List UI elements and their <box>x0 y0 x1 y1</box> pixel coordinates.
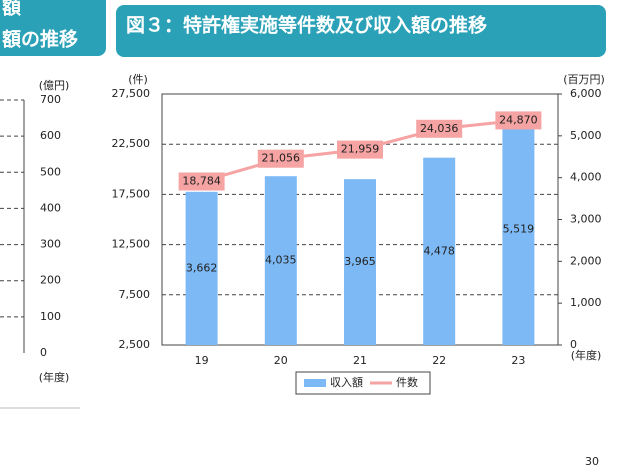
x-tick-label: 23 <box>511 354 525 367</box>
y2-tick-label: 2,000 <box>570 254 602 267</box>
y2-tick-label: 5,000 <box>570 129 602 142</box>
left-y-tick-label: 400 <box>40 201 61 214</box>
y2-tick-label: 0 <box>570 338 577 351</box>
line-value-label: 24,036 <box>420 122 459 135</box>
y2-tick-label: 4,000 <box>570 171 602 184</box>
bar-value-label: 5,519 <box>503 223 535 236</box>
line-value-label: 18,784 <box>182 175 221 188</box>
left-y-tick-label: 200 <box>40 274 61 287</box>
bar-value-label: 3,965 <box>344 255 376 268</box>
x-label: (年度) <box>571 348 602 362</box>
legend-box <box>295 371 431 395</box>
x-tick-label: 21 <box>353 354 367 367</box>
left-x-label: (年度) <box>39 370 70 384</box>
x-tick-label: 22 <box>432 354 446 367</box>
value-label-box <box>337 140 383 159</box>
value-label-box <box>257 149 304 168</box>
y-tick-label: 22,500 <box>112 137 151 150</box>
value-label-box <box>416 119 463 138</box>
value-label-box <box>495 111 542 130</box>
bar-value-label: 4,035 <box>265 254 297 267</box>
bar <box>502 114 535 346</box>
bar-value-label: 3,662 <box>186 261 218 274</box>
legend-label: 収入額 <box>330 376 363 389</box>
bar <box>264 176 297 345</box>
y2-tick-label: 6,000 <box>570 87 602 100</box>
line-value-label: 21,959 <box>341 143 380 156</box>
y-label: (件) <box>128 73 148 86</box>
left-y-tick-label: 600 <box>40 129 61 142</box>
left-y-tick-label: 0 <box>40 346 47 359</box>
chart-title: 図３：特許権実施等件数及び収入額の推移 <box>126 14 487 37</box>
bar-value-label: 4,478 <box>423 244 455 257</box>
title-box <box>116 5 606 57</box>
x-tick-label: 19 <box>195 354 209 367</box>
bar <box>423 157 456 345</box>
left-y-tick-label: 700 <box>40 93 61 106</box>
x-tick-label: 20 <box>274 354 288 367</box>
left-y-tick-label: 100 <box>40 310 61 323</box>
y-tick-label: 27,500 <box>112 87 151 100</box>
left-title-box <box>0 0 106 56</box>
left-y-tick-label: 500 <box>40 165 61 178</box>
left-y-tick-label: 300 <box>40 238 61 251</box>
y-tick-label: 17,500 <box>112 187 151 200</box>
bar <box>344 179 376 345</box>
y-tick-label: 2,500 <box>119 338 151 351</box>
value-label-box <box>178 172 225 191</box>
left-y-label: (億円) <box>39 79 70 92</box>
page-number: 30 <box>585 455 599 465</box>
y-tick-label: 7,500 <box>119 288 151 301</box>
y2-label: (百万円) <box>563 73 605 86</box>
left-title-line: 額 <box>2 0 21 19</box>
legend-label: 件数 <box>396 376 418 389</box>
y-tick-label: 12,500 <box>112 238 151 251</box>
legend-swatch <box>304 379 326 387</box>
bar <box>185 191 218 345</box>
line-value-label: 21,056 <box>262 152 301 165</box>
y2-tick-label: 1,000 <box>570 296 602 309</box>
left-title-line: 額の推移 <box>2 28 78 51</box>
y2-tick-label: 3,000 <box>570 213 602 226</box>
line-value-label: 24,870 <box>499 113 538 126</box>
